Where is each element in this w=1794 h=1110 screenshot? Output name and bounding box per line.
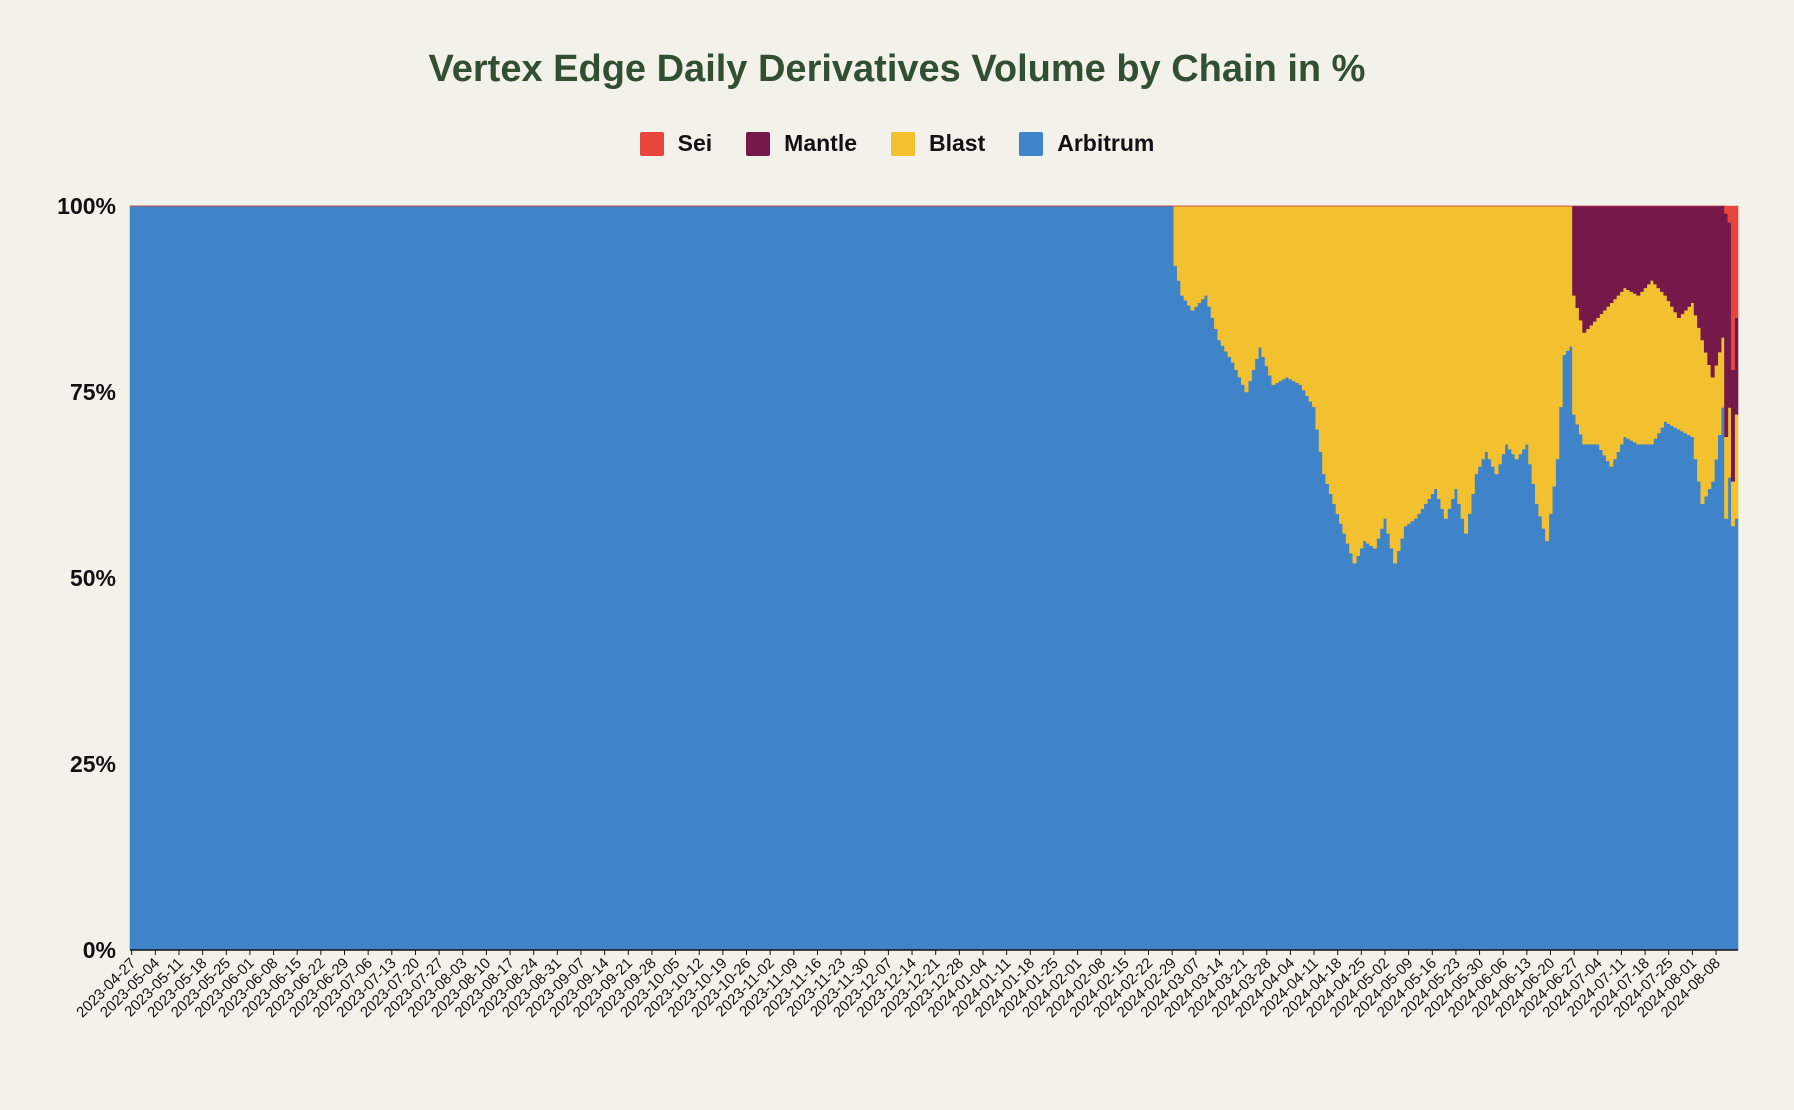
legend-swatch-arbitrum — [1019, 131, 1044, 156]
y-tick-label: 0% — [83, 937, 116, 963]
legend-item-sei[interactable]: Sei — [639, 130, 713, 157]
area-sei[interactable] — [130, 205, 1739, 370]
chart-title: Vertex Edge Daily Derivatives Volume by … — [428, 48, 1366, 90]
y-tick-label: 75% — [70, 379, 116, 405]
legend-item-arbitrum[interactable]: Arbitrum — [1019, 130, 1154, 157]
legend-swatch-mantle — [746, 131, 771, 156]
legend-item-blast[interactable]: Blast — [891, 130, 985, 157]
y-tick-label: 50% — [70, 565, 116, 591]
x-axis: 2023-04-272023-05-042023-05-112023-05-18… — [73, 949, 1738, 1021]
y-tick-label: 100% — [57, 193, 116, 219]
legend-label-blast: Blast — [929, 130, 986, 156]
y-tick-label: 25% — [70, 751, 116, 777]
legend-label-mantle: Mantle — [784, 130, 857, 156]
legend-swatch-blast — [891, 131, 915, 156]
legend-label-sei: Sei — [677, 130, 713, 156]
legend: Sei Mantle Blast Arbitrum — [0, 130, 1794, 157]
legend-swatch-sei — [639, 131, 664, 156]
legend-label-arbitrum: Arbitrum — [1057, 130, 1155, 156]
y-axis: 0% 25% 50% 75% 100% — [57, 193, 116, 963]
legend-item-mantle[interactable]: Mantle — [746, 130, 857, 157]
stacked-areas — [129, 205, 1739, 951]
